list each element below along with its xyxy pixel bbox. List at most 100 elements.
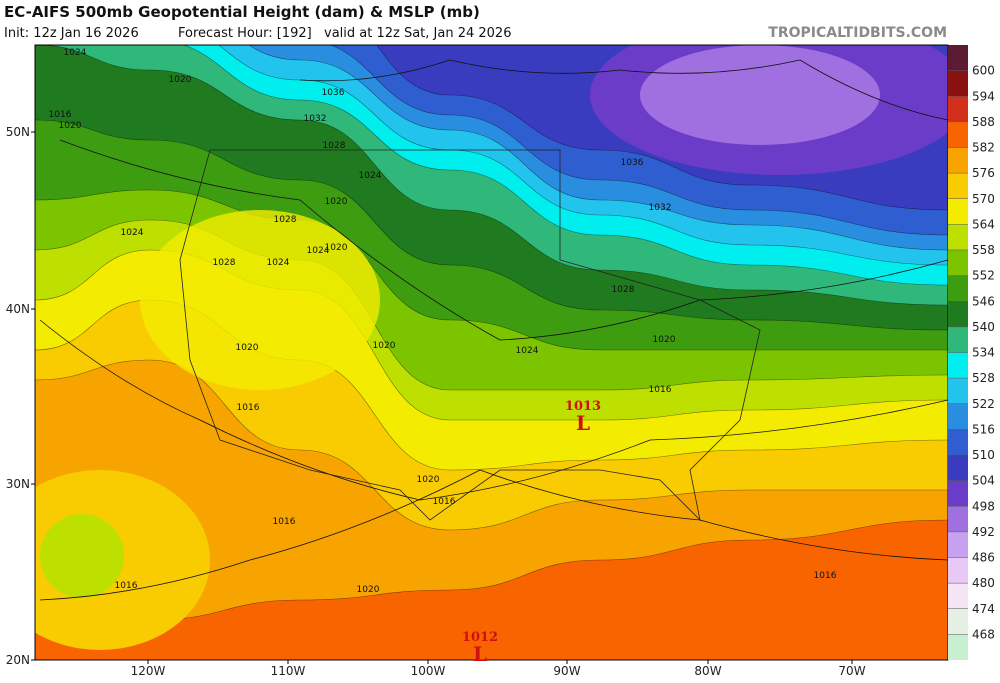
contour-line [182,45,948,286]
colorbar-cell [948,275,968,302]
colorbar-label: 510 [972,448,995,462]
colorbar-cell [948,301,968,327]
colorbar-cell [948,96,968,122]
low-pressure-value: 1012 [462,630,498,645]
isobar-label: 1020 [373,341,396,351]
longitude-label: 80W [694,664,721,678]
height-band [640,45,880,145]
colorbar-cell [948,45,968,71]
isobar-label: 1016 [49,110,72,120]
isobar-label: 1020 [325,197,348,207]
contour-line [35,119,948,331]
isobar-label: 1036 [322,88,345,98]
colorbar-label: 468 [972,627,995,641]
isobar-line [39,319,948,501]
longitude-label: 120W [131,664,166,678]
isobar-label: 1024 [307,246,330,256]
colorbar-label: 474 [972,602,995,616]
isobar-label: 1024 [359,171,382,181]
border-line [179,149,761,522]
colorbar-label: 582 [972,141,995,155]
latitude-label: 50N [6,125,30,139]
watermark: TROPICALTIDBITS.COM [768,25,947,41]
colorbar-cell [948,378,968,404]
isobar-label: 1032 [649,203,672,213]
colorbar-label: 600 [972,64,995,78]
colorbar-label: 540 [972,320,995,334]
colorbar-cell [948,506,968,532]
isobar-label: 1024 [121,228,144,238]
colorbar-label: 534 [972,346,995,360]
forecast-hour: Forecast Hour: [192] [178,26,312,41]
isobar-label: 1016 [237,403,260,413]
isobar-label: 1020 [653,335,676,345]
contour-line [35,45,948,306]
isobar-label: 1028 [323,141,346,151]
colorbar-cell [948,147,968,174]
isobar-label: 1016 [115,581,138,591]
height-band [140,210,380,390]
colorbar-cell [948,198,968,225]
colorbar-cell [948,250,968,276]
contour-line [329,45,948,236]
contour-line [35,189,948,351]
isobar-label: 1028 [612,285,635,295]
colorbar-label: 570 [972,192,995,206]
isobar-label: 1020 [325,243,348,253]
colorbar-cell [948,70,968,97]
contour-line [248,45,948,251]
isobar-label: 1016 [649,385,672,395]
contour-line [376,45,948,211]
colorbar-label: 552 [972,269,995,283]
low-symbol: L [576,411,590,435]
colorbar-label: 492 [972,525,995,539]
low-pressure-value: 1013 [565,399,601,414]
colorbar-label: 558 [972,243,995,257]
isobar-label: 1020 [236,343,259,353]
colorbar-cell [948,531,968,558]
colorbar-cell [948,455,968,481]
isobar-label: 1020 [59,121,82,131]
contour-line [35,359,948,531]
isobar-label: 1036 [621,158,644,168]
valid-time: valid at 12z Sat, Jan 24 2026 [324,26,511,41]
colorbar-label: 516 [972,422,995,436]
colorbar-label: 588 [972,115,995,129]
isobar-label: 1020 [357,585,380,595]
colorbar-cell [948,634,968,660]
colorbar-cell [948,557,968,584]
map: 1024102010161020103610321028102410201028… [35,45,948,660]
isobar-label: 1016 [273,517,296,527]
isobar-label: 1024 [64,48,87,58]
latitude-label: 20N [6,653,30,667]
colorbar-cell [948,480,968,507]
colorbar-label: 498 [972,499,995,513]
longitude-label: 100W [411,664,446,678]
colorbar-label: 564 [972,217,995,231]
colorbar-label: 546 [972,294,995,308]
isobar-label: 1016 [433,497,456,507]
isobar-label: 1024 [516,346,539,356]
colorbar-cell [948,608,968,635]
title: EC-AIFS 500mb Geopotential Height (dam) … [4,3,480,21]
height-band [40,514,124,598]
isobar-label: 1020 [417,475,440,485]
colorbar-label: 504 [972,474,995,488]
isobar-label: 1032 [304,114,327,124]
isobar-label: 1020 [169,75,192,85]
height-band [35,520,948,660]
longitude-label: 110W [271,664,306,678]
isobar-line [299,59,948,121]
isobar-line [39,469,948,601]
colorbar-cell [948,326,968,353]
colorbar-label: 576 [972,166,995,180]
init-time: Init: 12z Jan 16 2026 [4,26,139,41]
colorbar-cell [948,429,968,455]
colorbar-cell [948,173,968,199]
isobar-label: 1028 [274,215,297,225]
colorbar-label: 528 [972,371,995,385]
colorbar-cell [948,352,968,379]
colorbar-label: 486 [972,551,995,565]
latitude-label: 30N [6,477,30,491]
